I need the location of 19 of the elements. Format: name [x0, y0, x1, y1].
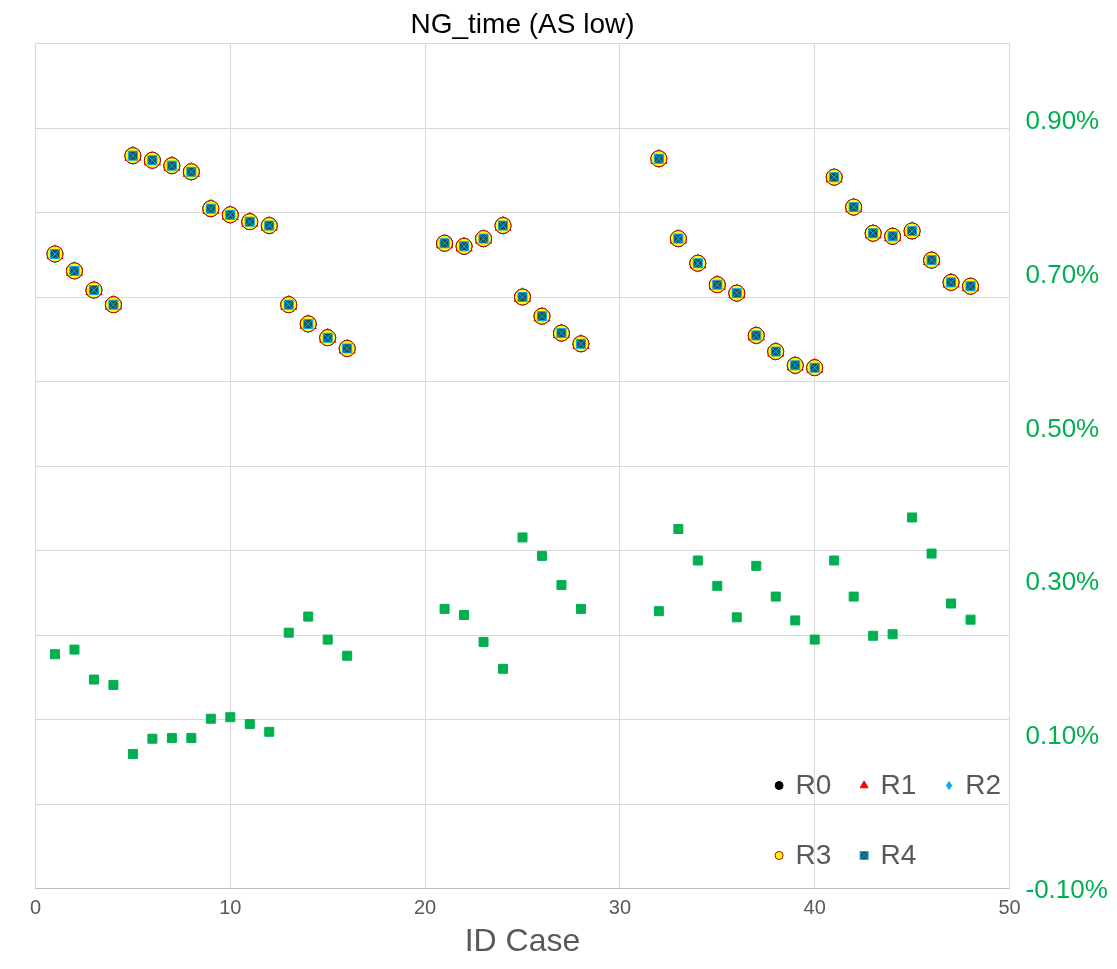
x-tick-label: 50 — [998, 895, 1021, 918]
y-tick-label: 0.30% — [1025, 566, 1100, 597]
x-tick-label: 20 — [413, 895, 437, 918]
y-tick-label: 0.10% — [1025, 719, 1100, 750]
legend-label: R2 — [965, 768, 1001, 802]
y-tick-label: 0.50% — [1025, 412, 1100, 443]
legend-label: R0 — [795, 768, 832, 802]
x-axis-title: ID Case — [464, 921, 581, 958]
legend-label: R1 — [880, 768, 917, 802]
y-tick-label: -0.10% — [1025, 873, 1108, 904]
legend-label: R4 — [880, 838, 917, 872]
chart-title: NG_time (AS low) — [410, 7, 635, 39]
legend-label: R3 — [795, 838, 832, 872]
y-tick-label: 0.90% — [1025, 105, 1100, 136]
y-tick-label: 0.70% — [1025, 258, 1100, 289]
x-tick-label: 10 — [219, 895, 242, 918]
x-tick-label: 30 — [608, 895, 632, 918]
x-tick-label: 40 — [803, 895, 826, 918]
x-tick-label: 0 — [29, 895, 42, 918]
